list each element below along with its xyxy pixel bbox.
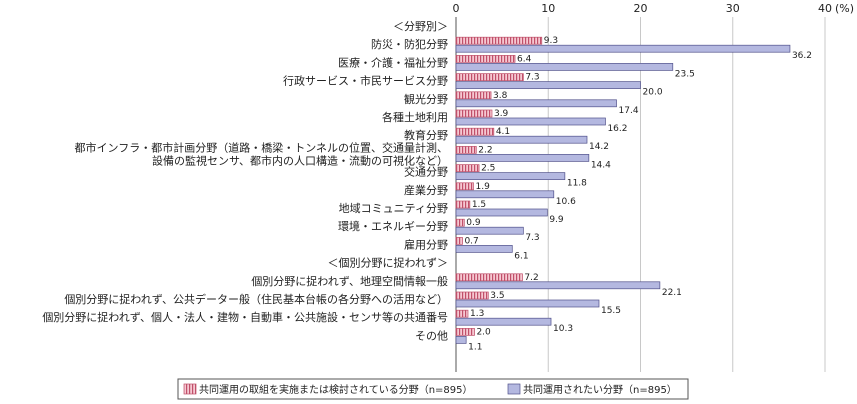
bar-series2 <box>455 172 566 180</box>
bar-series2 <box>455 208 548 217</box>
legend-label-series1: 共同運用の取組を実施または検討されている分野（n=895） <box>199 383 473 396</box>
bar-series1 <box>455 109 493 118</box>
value-label-series1: 9.3 <box>544 36 558 46</box>
legend: 共同運用の取組を実施または検討されている分野（n=895） 共同運用されたい分野（… <box>177 378 689 400</box>
value-label-series2: 7.3 <box>525 233 539 243</box>
bar-series2 <box>455 226 524 235</box>
category-label: 個別分野に捉われず、個人・法人・建物・自動車・公共施設・センサ等の共通番号 <box>42 310 448 324</box>
value-label-series2: 9.9 <box>549 215 564 225</box>
value-label-series2: 10.6 <box>556 197 576 207</box>
section-header: ＜個別分野に捉われず＞ <box>328 256 448 270</box>
value-label-series2: 14.2 <box>589 142 609 152</box>
category-label: 産業分野 <box>404 184 448 197</box>
bar-series2 <box>455 245 513 253</box>
category-labels: ＜分野別＞ 防災・防犯分野医療・介護・福祉分野行政サービス・市民サービス分野観光分… <box>42 20 448 342</box>
x-tick-label: 0 <box>453 2 460 15</box>
value-label-series1: 7.3 <box>525 73 539 83</box>
value-label-series2: 17.4 <box>619 106 639 116</box>
bar-series2 <box>455 99 617 108</box>
category-label: 個別分野に捉われず、地理空間情報一般 <box>251 274 448 288</box>
bar-series2 <box>455 81 641 89</box>
value-label-series1: 6.4 <box>517 54 532 64</box>
value-label-series1: 0.7 <box>464 236 478 246</box>
bar-series2 <box>455 336 467 344</box>
category-label: 個別分野に捉われず、公共データー般（住民基本台帳の各分野への活用など） <box>64 292 448 306</box>
bar-series2 <box>455 281 661 290</box>
value-label-series2: 14.4 <box>591 160 611 170</box>
value-label-series1: 0.9 <box>466 218 481 228</box>
category-label: 交通分野 <box>404 165 448 179</box>
legend-box <box>177 378 689 400</box>
bar-series1 <box>455 164 480 172</box>
value-label-series2: 10.3 <box>553 324 573 334</box>
category-label: 防災・防犯分野 <box>371 37 448 51</box>
x-tick-label: 10 <box>541 2 555 15</box>
bar-series1 <box>455 309 469 318</box>
category-label: 地域コミュニティ分野 <box>339 202 448 215</box>
value-label-series1: 2.2 <box>478 145 492 155</box>
value-label-series1: 2.5 <box>481 164 495 174</box>
x-tick-label: 40 <box>818 2 832 15</box>
category-label-line2: 設備の監視センサ、都市内の人口構造・流動の可視化など） <box>152 153 448 167</box>
bar-series2 <box>455 190 555 199</box>
section-header: ＜分野別＞ <box>393 20 448 33</box>
value-label-series1: 4.1 <box>496 127 510 137</box>
bars: 9.3 36.2 6.4 23.5 7.3 20.0 3.8 17.4 3.9 16.2 4.1 14… <box>455 36 812 352</box>
bar-series1 <box>455 146 477 154</box>
bar-series2 <box>455 135 588 144</box>
bar-series1 <box>455 273 523 282</box>
bar-series2 <box>455 63 674 71</box>
bar-series1 <box>455 200 471 209</box>
category-label: 医療・介護・福祉分野 <box>338 55 448 69</box>
category-label: 行政サービス・市民サービス分野 <box>283 74 448 88</box>
category-label: 雇用分野 <box>404 237 448 251</box>
category-label: 教育分野 <box>404 128 448 142</box>
legend-swatch-series2 <box>507 383 521 395</box>
bar-series2 <box>455 299 600 308</box>
bar-series1 <box>455 237 463 245</box>
value-label-series2: 16.2 <box>607 124 627 134</box>
value-label-series1: 1.3 <box>470 309 484 319</box>
bar-series1 <box>455 55 516 63</box>
value-label-series1: 1.9 <box>476 182 491 192</box>
x-axis-ticks: 0 10 20 30 40 (%) <box>453 2 855 15</box>
bar-series2 <box>455 154 590 162</box>
bar-series1 <box>455 36 543 45</box>
bar-series2 <box>455 317 552 326</box>
bar-series2 <box>455 117 606 126</box>
category-label: その他 <box>415 329 448 342</box>
legend-label-series2: 共同運用されたい分野（n=895） <box>523 384 677 396</box>
bar-series1 <box>455 91 492 100</box>
legend-swatch-series1 <box>183 383 197 395</box>
bar-series1 <box>455 182 474 191</box>
bar-series1 <box>455 127 495 136</box>
bar-series1 <box>455 73 524 81</box>
x-tick-label: 30 <box>726 2 740 15</box>
category-label-line1: 都市インフラ・都市計画分野（道路・橋梁・トンネルの位置、交通量計測、 <box>75 140 448 154</box>
value-label-series1: 3.9 <box>494 109 509 119</box>
x-axis-unit: (%) <box>835 2 854 15</box>
value-label-series2: 15.5 <box>601 306 621 316</box>
value-label-series2: 6.1 <box>514 251 528 261</box>
value-label-series1: 1.5 <box>472 200 486 210</box>
bar-series1 <box>455 328 475 336</box>
value-label-series2: 23.5 <box>675 69 695 79</box>
x-tick-label: 20 <box>634 2 648 15</box>
bar-series1 <box>455 218 465 227</box>
value-label-series2: 22.1 <box>662 288 682 298</box>
value-label-series2: 11.8 <box>567 179 587 189</box>
value-label-series2: 36.2 <box>792 51 812 61</box>
category-label: 各種土地利用 <box>382 110 448 124</box>
value-label-series1: 7.2 <box>524 273 538 283</box>
bar-series1 <box>455 291 489 300</box>
value-label-series1: 2.0 <box>476 327 491 337</box>
category-label: 観光分野 <box>404 92 448 106</box>
value-label-series1: 3.8 <box>493 91 508 101</box>
bar-series2 <box>455 44 791 53</box>
value-label-series2: 20.0 <box>643 88 663 98</box>
category-label: 環境・エネルギー分野 <box>338 219 448 233</box>
value-label-series1: 3.5 <box>490 291 504 301</box>
value-label-series2: 1.1 <box>468 342 482 352</box>
